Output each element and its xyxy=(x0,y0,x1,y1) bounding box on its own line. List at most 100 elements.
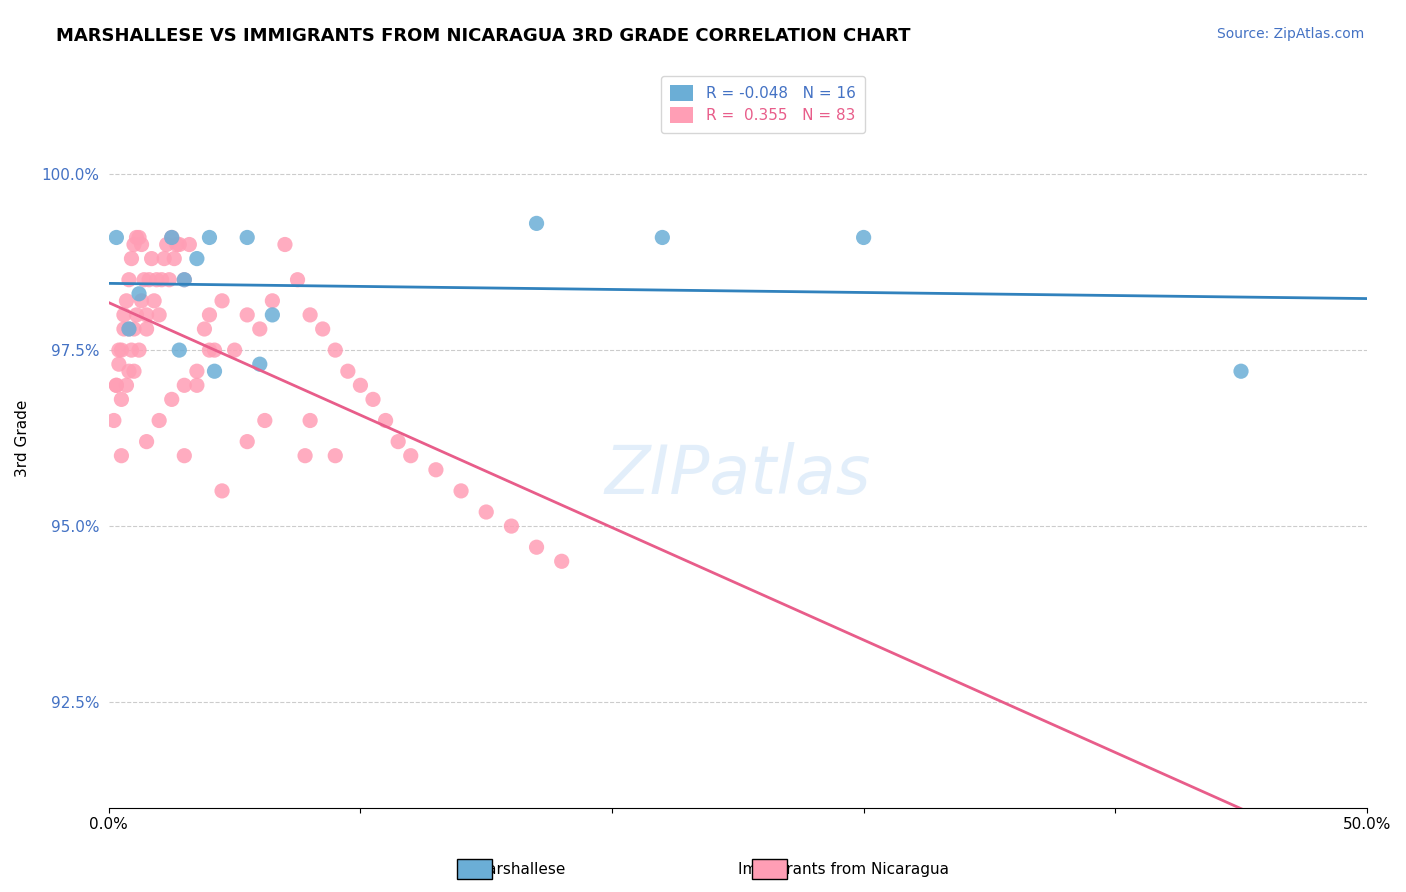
Point xyxy=(163,252,186,266)
Point xyxy=(294,449,316,463)
Point xyxy=(1230,364,1253,378)
Point xyxy=(253,413,276,427)
Point xyxy=(173,273,195,287)
Point xyxy=(115,378,138,392)
Point xyxy=(274,237,297,252)
Point xyxy=(299,413,322,427)
Point xyxy=(173,449,195,463)
Point xyxy=(425,463,447,477)
Point xyxy=(526,216,548,230)
Point xyxy=(121,343,143,357)
Point xyxy=(236,230,259,244)
Text: ZIPatlas: ZIPatlas xyxy=(605,442,872,508)
Point xyxy=(193,322,215,336)
Point xyxy=(299,308,322,322)
Point xyxy=(323,449,346,463)
Point xyxy=(166,237,188,252)
Point xyxy=(122,237,145,252)
Point xyxy=(249,357,271,371)
Point xyxy=(128,230,150,244)
Point xyxy=(211,293,233,308)
Point xyxy=(110,392,132,407)
Point xyxy=(160,230,183,244)
Point xyxy=(186,252,208,266)
Text: Source: ZipAtlas.com: Source: ZipAtlas.com xyxy=(1216,27,1364,41)
Point xyxy=(198,343,221,357)
Point xyxy=(198,308,221,322)
Point xyxy=(361,392,384,407)
Point xyxy=(374,413,396,427)
Point xyxy=(852,230,875,244)
Point xyxy=(135,434,157,449)
Point xyxy=(138,273,160,287)
Text: Marshallese: Marshallese xyxy=(475,863,565,877)
Point xyxy=(141,252,163,266)
Point xyxy=(145,273,167,287)
Point xyxy=(236,434,259,449)
Point xyxy=(131,293,153,308)
Point xyxy=(118,273,141,287)
Point xyxy=(236,308,259,322)
Point xyxy=(475,505,498,519)
Point xyxy=(110,343,132,357)
Point xyxy=(387,434,409,449)
Point xyxy=(128,343,150,357)
Point xyxy=(157,273,180,287)
Point xyxy=(153,252,176,266)
Point xyxy=(105,230,128,244)
Point xyxy=(108,343,131,357)
Point xyxy=(148,308,170,322)
Point xyxy=(143,293,166,308)
Point xyxy=(186,378,208,392)
Point xyxy=(125,308,148,322)
Point xyxy=(249,322,271,336)
Point xyxy=(551,554,574,568)
Legend: R = -0.048   N = 16, R =  0.355   N = 83: R = -0.048 N = 16, R = 0.355 N = 83 xyxy=(661,76,865,133)
Point xyxy=(128,286,150,301)
Point xyxy=(125,230,148,244)
Point xyxy=(262,293,284,308)
Point xyxy=(186,364,208,378)
Point xyxy=(323,343,346,357)
Point xyxy=(160,230,183,244)
Point xyxy=(450,483,472,498)
Point xyxy=(399,449,422,463)
Point xyxy=(651,230,673,244)
Point xyxy=(173,378,195,392)
Point xyxy=(132,273,155,287)
Point xyxy=(198,230,221,244)
Point xyxy=(103,413,125,427)
Point xyxy=(262,308,284,322)
Point xyxy=(108,357,131,371)
Point xyxy=(501,519,523,533)
Point xyxy=(526,540,548,554)
Text: Immigrants from Nicaragua: Immigrants from Nicaragua xyxy=(738,863,949,877)
Point xyxy=(118,322,141,336)
Point xyxy=(118,364,141,378)
Point xyxy=(224,343,246,357)
Point xyxy=(312,322,335,336)
Point xyxy=(204,364,226,378)
Point xyxy=(150,273,173,287)
Point xyxy=(122,364,145,378)
Point xyxy=(169,343,191,357)
Point xyxy=(160,392,183,407)
Point xyxy=(115,293,138,308)
Point xyxy=(112,308,135,322)
Point xyxy=(169,237,191,252)
Point xyxy=(173,273,195,287)
Y-axis label: 3rd Grade: 3rd Grade xyxy=(15,400,30,477)
Point xyxy=(287,273,309,287)
Point xyxy=(105,378,128,392)
Point xyxy=(349,378,371,392)
Point xyxy=(204,343,226,357)
Point xyxy=(148,413,170,427)
Point xyxy=(112,322,135,336)
Point xyxy=(135,308,157,322)
Point xyxy=(156,237,179,252)
Point xyxy=(336,364,359,378)
Point xyxy=(135,322,157,336)
Point xyxy=(122,322,145,336)
Text: MARSHALLESE VS IMMIGRANTS FROM NICARAGUA 3RD GRADE CORRELATION CHART: MARSHALLESE VS IMMIGRANTS FROM NICARAGUA… xyxy=(56,27,911,45)
Point xyxy=(105,378,128,392)
